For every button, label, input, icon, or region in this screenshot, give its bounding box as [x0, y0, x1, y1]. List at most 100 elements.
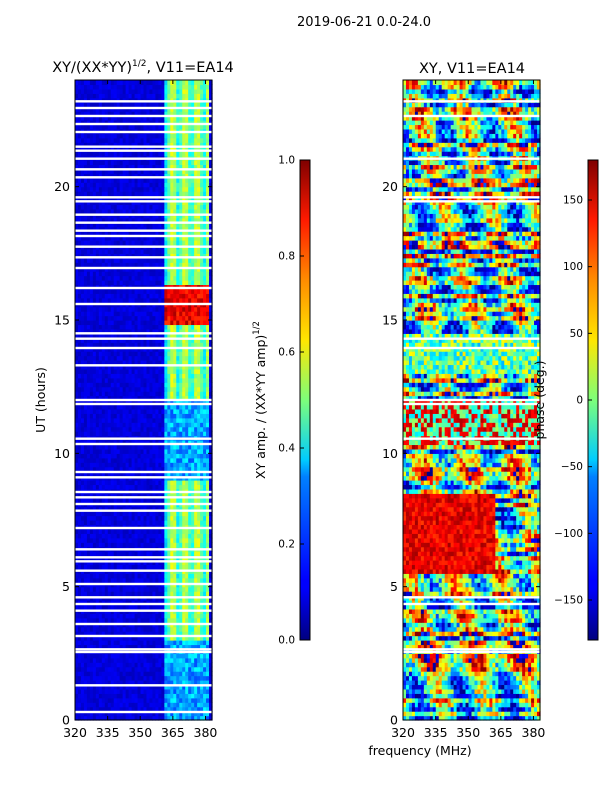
amp-cell — [113, 328, 118, 334]
amp-cell — [200, 604, 204, 610]
amp-cell — [155, 364, 159, 370]
amp-cell — [113, 364, 118, 370]
amp-cell — [191, 444, 195, 450]
amp-cell — [95, 351, 100, 357]
amp-cell — [176, 591, 180, 597]
amp-cell — [146, 311, 151, 317]
amp-cell — [104, 671, 109, 677]
amp-cell — [110, 657, 115, 663]
amp-cell — [179, 666, 183, 672]
amp-cell — [119, 364, 124, 370]
amp-cell — [137, 533, 142, 539]
amp-cell — [113, 640, 118, 646]
amp-cell — [83, 631, 88, 637]
amp-cell — [188, 551, 192, 557]
amp-cell — [107, 542, 112, 548]
amp-cell — [77, 640, 82, 646]
amp-cell — [98, 506, 103, 512]
amp-cell — [161, 355, 165, 361]
amp-cell — [203, 395, 207, 401]
amp-cell — [158, 444, 162, 450]
amp-cell — [107, 497, 112, 503]
amp-cell — [194, 591, 198, 597]
amp-cell — [209, 715, 213, 721]
amp-cell — [75, 275, 79, 281]
amp-cell — [191, 506, 195, 512]
amp-cell — [143, 453, 148, 459]
amp-cell — [83, 462, 88, 468]
amp-cell — [125, 333, 130, 339]
amp-cell — [158, 253, 162, 259]
amp-cell — [86, 373, 91, 379]
amp-cell — [155, 542, 159, 548]
amp-cell — [125, 364, 130, 370]
amp-cell — [200, 426, 204, 432]
amp-cell — [95, 386, 100, 392]
amp-cell — [125, 262, 130, 268]
amp-cell — [92, 573, 97, 579]
amp-cell — [164, 613, 168, 619]
amp-cell — [161, 271, 165, 277]
amp-cell — [116, 551, 121, 557]
amp-cell — [143, 404, 148, 410]
amp-cell — [152, 400, 157, 406]
amp-cell — [209, 417, 213, 423]
amp-cell — [161, 515, 165, 521]
amp-cell — [75, 288, 79, 294]
amp-cell — [176, 448, 180, 454]
amp-cell — [116, 675, 121, 681]
amp-cell — [110, 626, 115, 632]
amp-cell — [80, 337, 85, 343]
amp-cell — [173, 462, 177, 468]
amp-cell — [131, 577, 136, 583]
amp-cell — [191, 688, 195, 694]
amp-cell — [101, 706, 106, 712]
amp-cell — [152, 506, 157, 512]
amp-cell — [134, 533, 139, 539]
amp-cell — [128, 542, 133, 548]
amp-cell — [176, 662, 180, 668]
amp-cell — [209, 404, 213, 410]
amp-cell — [83, 288, 88, 294]
amp-cell — [209, 511, 213, 517]
amp-cell — [152, 355, 157, 361]
amp-cell — [92, 271, 97, 277]
amp-cell — [164, 448, 168, 454]
amp-cell — [77, 324, 82, 330]
amp-cell — [80, 271, 85, 277]
amp-cell — [80, 533, 85, 539]
amp-cell — [113, 520, 118, 526]
amp-cell — [92, 484, 97, 490]
amp-cell — [137, 511, 142, 517]
amp-cell — [113, 271, 118, 277]
amp-cell — [86, 360, 91, 366]
amp-cell — [203, 600, 207, 606]
amp-cell — [209, 373, 213, 379]
amp-cell — [137, 591, 142, 597]
amp-cell — [206, 586, 210, 592]
amp-cell — [209, 297, 213, 303]
amp-cell — [98, 702, 103, 708]
amp-cell — [101, 466, 106, 472]
amp-cell — [128, 444, 133, 450]
amp-cell — [149, 484, 154, 490]
amp-cell — [83, 337, 88, 343]
amp-cell — [185, 337, 189, 343]
amp-cell — [92, 431, 97, 437]
amp-cell — [155, 693, 159, 699]
amp-cell — [116, 453, 121, 459]
amp-cell — [194, 320, 198, 326]
amp-cell — [128, 635, 133, 641]
amp-cell — [75, 351, 79, 357]
amp-cell — [176, 480, 180, 486]
amp-cell — [173, 644, 177, 650]
amp-cell — [128, 528, 133, 534]
amp-cell — [194, 577, 198, 583]
amp-cell — [188, 440, 192, 446]
amp-cell — [77, 404, 82, 410]
amp-cell — [200, 626, 204, 632]
amp-cell — [125, 395, 130, 401]
amp-cell — [80, 600, 85, 606]
amp-cell — [77, 511, 82, 517]
amp-cell — [167, 640, 171, 646]
